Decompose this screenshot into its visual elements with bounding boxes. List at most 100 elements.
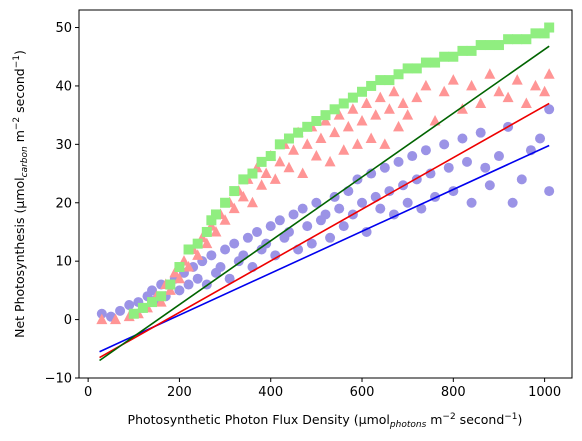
data-point-triangle	[411, 91, 423, 103]
data-point-square	[274, 139, 285, 150]
data-point-circle	[443, 162, 454, 173]
data-point-square	[247, 168, 258, 179]
data-point-triangle	[201, 237, 213, 249]
data-point-square	[439, 51, 450, 62]
data-point-triangle	[260, 167, 272, 179]
data-point-triangle	[269, 173, 281, 184]
data-point-square	[366, 80, 377, 91]
data-point-triangle	[543, 68, 555, 79]
data-point-square	[265, 151, 276, 162]
data-point-circle	[220, 244, 231, 255]
data-point-square	[128, 308, 139, 319]
series-triangle-points	[96, 68, 555, 325]
data-point-square	[393, 69, 404, 80]
data-point-triangle	[539, 85, 551, 97]
data-point-triangle	[429, 114, 441, 126]
data-point-circle	[462, 156, 473, 167]
data-point-triangle	[228, 202, 240, 214]
data-point-triangle	[246, 196, 258, 208]
data-point-square	[466, 45, 477, 56]
data-point-triangle	[210, 225, 222, 237]
data-point-triangle	[383, 103, 395, 114]
data-point-square	[238, 174, 249, 185]
data-point-square	[165, 279, 176, 290]
fit-line-triangle	[99, 102, 550, 359]
data-point-square	[210, 209, 221, 220]
data-point-square	[539, 28, 550, 39]
data-point-square	[338, 98, 349, 109]
data-point-circle	[384, 186, 395, 197]
data-point-triangle	[333, 109, 345, 120]
data-point-triangle	[338, 144, 350, 155]
data-point-triangle	[310, 150, 322, 161]
x-axis-label-sup: −2	[442, 412, 455, 422]
data-point-triangle	[324, 155, 336, 167]
data-point-triangle	[301, 138, 313, 149]
data-point-square	[192, 238, 203, 249]
data-point-square	[448, 51, 459, 62]
data-point-circle	[466, 197, 477, 208]
data-point-square	[530, 28, 541, 39]
data-point-square	[357, 86, 368, 97]
y-axis-label-tail: m	[12, 130, 27, 146]
data-point-square	[375, 75, 386, 86]
data-point-circle	[439, 139, 450, 150]
data-point-triangle	[237, 190, 249, 202]
data-point-circle	[206, 250, 217, 261]
data-point-triangle	[361, 97, 373, 108]
data-point-triangle	[320, 114, 331, 126]
y-tick-label: 40	[55, 79, 72, 94]
data-point-circle	[124, 299, 135, 310]
data-point-circle	[357, 197, 368, 208]
plot-frame	[78, 9, 573, 379]
data-point-circle	[215, 262, 226, 273]
data-point-circle	[252, 226, 263, 237]
x-tick-label: 1000	[528, 385, 561, 400]
data-point-circle	[229, 238, 240, 249]
series-square-points	[128, 22, 555, 319]
ticks-layer: 0 200 400 600 800 1000 −10 0 10 20 30 40 50	[45, 21, 562, 400]
data-point-circle	[343, 186, 354, 197]
data-point-circle	[407, 151, 418, 162]
data-point-circle	[183, 279, 194, 290]
y-tick-label: 0	[64, 313, 72, 328]
y-axis-label-end: second	[12, 68, 27, 117]
data-point-square	[402, 63, 413, 74]
data-point-square	[493, 40, 504, 51]
data-point-triangle	[397, 97, 409, 108]
points-layer	[96, 22, 555, 325]
y-tick-label: 10	[55, 255, 72, 270]
x-axis-label: Photosynthetic Photon Flux Density (μmol…	[128, 412, 523, 430]
data-point-square	[174, 262, 185, 273]
data-point-square	[320, 110, 331, 121]
y-tick-label: 20	[55, 196, 72, 211]
data-point-triangle	[256, 179, 268, 190]
data-point-circle	[366, 168, 377, 179]
data-point-triangle	[297, 167, 309, 179]
data-point-triangle	[475, 97, 487, 108]
x-tick-label: 600	[350, 385, 375, 400]
x-tick-label: 0	[84, 385, 92, 400]
data-point-square	[475, 40, 486, 51]
data-point-square	[457, 45, 468, 56]
data-point-triangle	[529, 79, 541, 91]
data-point-square	[293, 127, 304, 138]
data-point-circle	[265, 221, 276, 232]
data-point-circle	[507, 197, 518, 208]
y-tick-label: 30	[55, 138, 72, 153]
data-point-square	[229, 186, 240, 197]
data-point-circle	[320, 209, 331, 220]
y-tick-label: 50	[55, 21, 72, 36]
data-point-circle	[274, 215, 285, 226]
x-tick-label: 200	[167, 385, 192, 400]
data-point-square	[420, 57, 431, 68]
fit-line-circle	[99, 144, 550, 353]
y-axis-label-sup: −2	[12, 117, 22, 130]
x-tick-label: 400	[258, 385, 283, 400]
data-point-circle	[242, 232, 253, 243]
data-point-circle	[493, 151, 504, 162]
data-point-circle	[325, 232, 336, 243]
data-point-triangle	[288, 144, 300, 155]
data-point-triangle	[155, 296, 167, 307]
